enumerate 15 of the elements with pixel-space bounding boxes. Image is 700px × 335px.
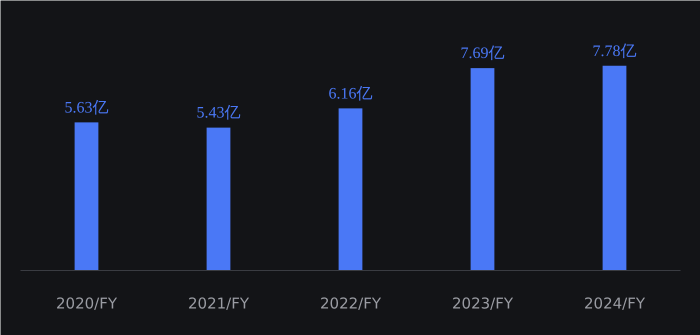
- x-tick-label: 2023/FY: [452, 294, 514, 312]
- x-tick-label: 2020/FY: [56, 294, 118, 312]
- bar: [338, 108, 362, 270]
- data-label: 5.63亿: [64, 99, 108, 116]
- data-label: 7.69亿: [460, 45, 504, 62]
- bar: [206, 128, 230, 270]
- x-tick-label: 2024/FY: [584, 294, 646, 312]
- data-label: 6.16亿: [328, 85, 372, 102]
- x-tick-label: 2022/FY: [320, 294, 382, 312]
- bar: [470, 68, 494, 270]
- data-label: 5.43亿: [196, 104, 240, 122]
- x-tick-label: 2021/FY: [188, 294, 250, 312]
- bar: [602, 66, 626, 270]
- bar: [74, 122, 98, 270]
- data-label: 7.78亿: [592, 42, 636, 60]
